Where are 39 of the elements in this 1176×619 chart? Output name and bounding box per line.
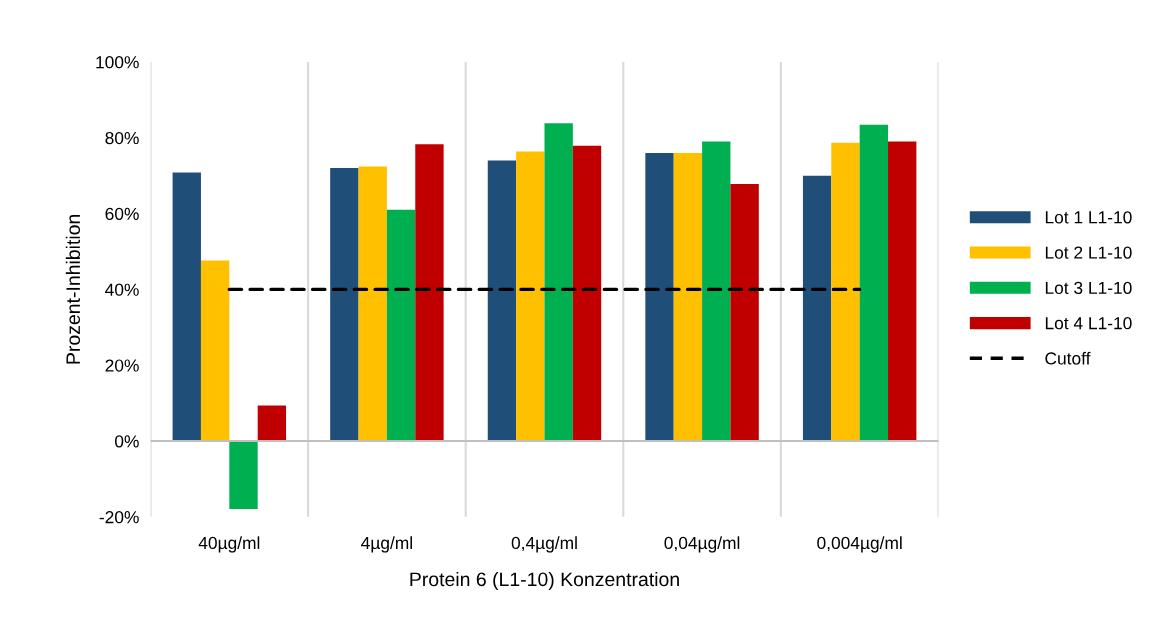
bar: [358, 166, 387, 442]
bar: [516, 151, 545, 442]
bar: [730, 183, 759, 442]
x-tick-label: 0,04µg/ml: [664, 536, 740, 553]
bar: [386, 209, 416, 442]
bar: [572, 145, 602, 442]
x-tick-label: 40µg/ml: [198, 536, 260, 553]
y-tick-label: 100%: [96, 56, 139, 69]
bar: [888, 141, 917, 442]
legend-label: Lot 2 L1-10: [1045, 246, 1132, 259]
bar: [172, 172, 201, 442]
x-axis-title: Protein 6 (L1-10) Konzentration: [410, 571, 679, 591]
bar: [673, 152, 703, 442]
y-axis-title: Prozent-Inhibition: [65, 214, 81, 364]
legend-label: Lot 3 L1-10: [1045, 281, 1132, 295]
bar: [257, 405, 287, 442]
bar: [702, 141, 731, 442]
bar: [544, 123, 573, 442]
bar: [229, 441, 258, 509]
x-tick-label: 0,004µg/ml: [817, 536, 902, 553]
y-tick-label: -20%: [99, 511, 139, 524]
bar: [859, 124, 889, 442]
x-tick-label: 4µg/ml: [361, 536, 412, 553]
y-tick-label: 0%: [115, 435, 139, 448]
bar: [802, 175, 832, 442]
legend-label: Cutoff: [1045, 351, 1091, 365]
bar: [487, 160, 517, 442]
y-tick-label: 20%: [105, 359, 139, 372]
bar: [645, 152, 674, 442]
bar: [200, 260, 230, 442]
x-tick-label: 0,4µg/ml: [511, 536, 577, 553]
legend-label: Lot 4 L1-10: [1045, 317, 1132, 330]
y-tick-label: 40%: [105, 283, 139, 296]
y-tick-label: 60%: [105, 207, 139, 221]
bar: [330, 168, 359, 442]
bar: [415, 144, 444, 442]
legend-label: Lot 1 L1-10: [1045, 211, 1132, 224]
y-tick-label: 80%: [105, 131, 139, 145]
bar: [831, 142, 860, 442]
